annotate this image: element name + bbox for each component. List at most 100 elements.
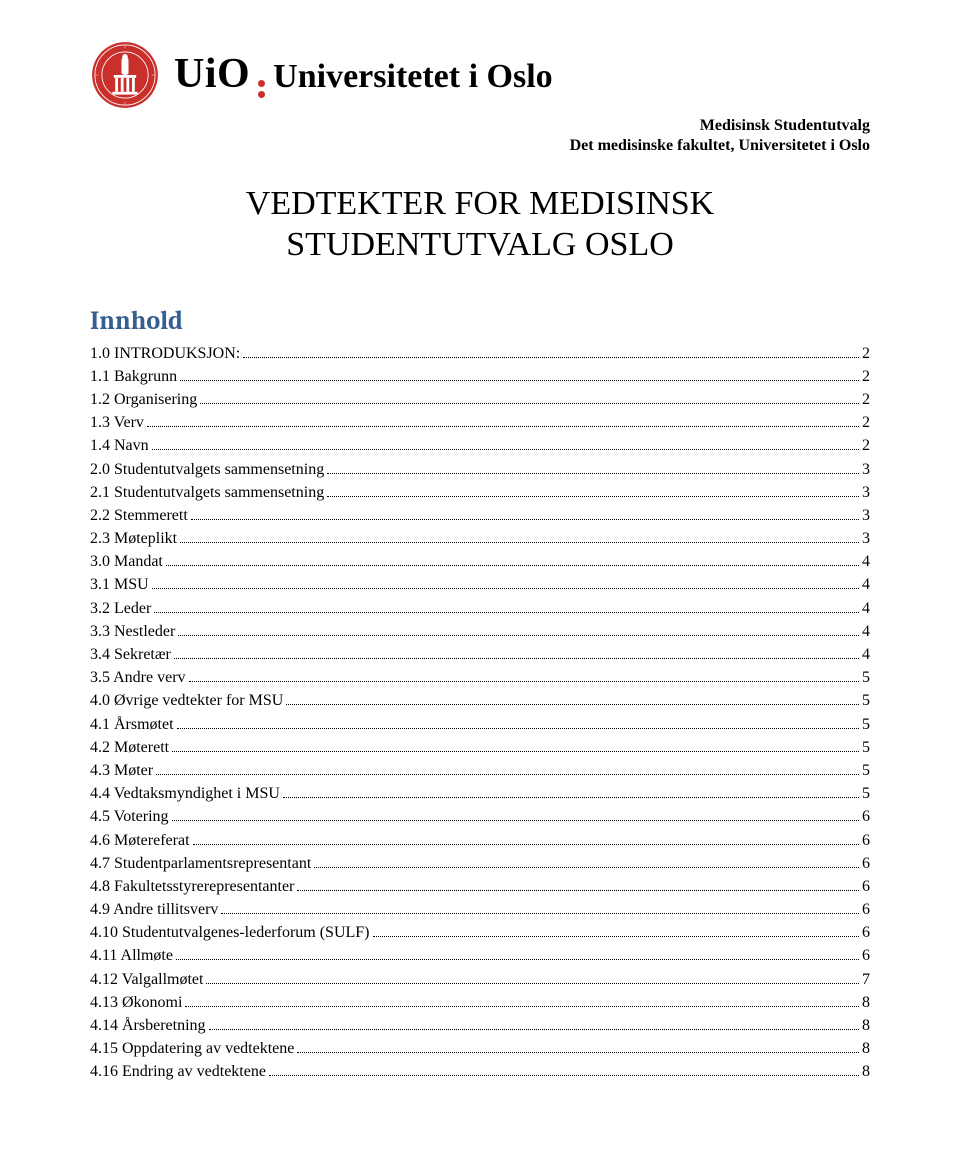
toc-row[interactable]: 2.2 Stemmerett 3 xyxy=(90,504,870,527)
toc-entry-page: 8 xyxy=(862,1060,870,1083)
toc-entry-page: 6 xyxy=(862,852,870,875)
toc-entry-page: 5 xyxy=(862,666,870,689)
toc-row[interactable]: 4.7 Studentparlamentsrepresentant 6 xyxy=(90,852,870,875)
toc-entry-label: 1.4 Navn xyxy=(90,434,149,457)
toc-entry-label: 4.11 Allmøte xyxy=(90,944,173,967)
toc-leader xyxy=(269,1061,859,1076)
toc-entry-label: 2.3 Møteplikt xyxy=(90,527,177,550)
toc-row[interactable]: 4.8 Fakultetsstyrerepresentanter 6 xyxy=(90,875,870,898)
toc-row[interactable]: 4.5 Votering 6 xyxy=(90,805,870,828)
toc-row[interactable]: 4.12 Valgallmøtet 7 xyxy=(90,968,870,991)
toc-row[interactable]: 4.1 Årsmøtet 5 xyxy=(90,713,870,736)
toc-row[interactable]: 3.2 Leder 4 xyxy=(90,597,870,620)
toc-row[interactable]: 4.11 Allmøte 6 xyxy=(90,944,870,967)
toc-leader xyxy=(177,713,859,728)
title-line-1: VEDTEKTER FOR MEDISINSK xyxy=(246,185,714,222)
toc-leader xyxy=(172,736,859,751)
toc-entry-page: 3 xyxy=(862,504,870,527)
toc-entry-page: 5 xyxy=(862,689,870,712)
toc-entry-label: 4.3 Møter xyxy=(90,759,153,782)
toc-leader xyxy=(152,574,859,589)
toc-entry-page: 8 xyxy=(862,1037,870,1060)
toc-row[interactable]: 4.6 Møtereferat 6 xyxy=(90,829,870,852)
toc-leader xyxy=(200,389,859,404)
letterhead: UiO Universitetet i Oslo xyxy=(90,40,870,110)
toc-row[interactable]: 1.2 Organisering 2 xyxy=(90,388,870,411)
toc-row[interactable]: 4.14 Årsberetning 8 xyxy=(90,1014,870,1037)
toc-entry-label: 4.9 Andre tillitsverv xyxy=(90,898,218,921)
toc-entry-label: 2.2 Stemmerett xyxy=(90,504,188,527)
toc-entry-label: 2.1 Studentutvalgets sammensetning xyxy=(90,481,324,504)
toc-entry-label: 4.8 Fakultetsstyrerepresentanter xyxy=(90,875,294,898)
toc-entry-page: 6 xyxy=(862,875,870,898)
toc-row[interactable]: 2.0 Studentutvalgets sammensetning 3 xyxy=(90,458,870,481)
toc-row[interactable]: 2.3 Møteplikt 3 xyxy=(90,527,870,550)
toc-row[interactable]: 1.4 Navn 2 xyxy=(90,434,870,457)
toc-leader xyxy=(373,922,860,937)
toc-entry-page: 4 xyxy=(862,643,870,666)
toc-entry-label: 4.16 Endring av vedtektene xyxy=(90,1060,266,1083)
wordmark-uio: UiO xyxy=(174,50,250,98)
toc-entry-label: 4.10 Studentutvalgenes-lederforum (SULF) xyxy=(90,921,370,944)
toc-row[interactable]: 3.0 Mandat 4 xyxy=(90,550,870,573)
toc-entry-label: 1.0 INTRODUKSJON: xyxy=(90,342,240,365)
toc-row[interactable]: 1.0 INTRODUKSJON: 2 xyxy=(90,342,870,365)
toc-entry-page: 4 xyxy=(862,597,870,620)
toc-entry-page: 2 xyxy=(862,388,870,411)
toc-leader xyxy=(297,1038,859,1053)
toc-entry-page: 3 xyxy=(862,458,870,481)
toc-leader xyxy=(147,412,859,427)
toc-leader xyxy=(178,620,859,635)
toc-entry-page: 6 xyxy=(862,829,870,852)
toc-leader xyxy=(180,365,859,380)
toc-entry-label: 1.2 Organisering xyxy=(90,388,197,411)
toc-row[interactable]: 4.10 Studentutvalgenes-lederforum (SULF)… xyxy=(90,921,870,944)
uio-wordmark: UiO Universitetet i Oslo xyxy=(174,50,553,100)
toc-row[interactable]: 3.1 MSU 4 xyxy=(90,573,870,596)
toc-leader xyxy=(156,760,859,775)
toc-entry-page: 4 xyxy=(862,550,870,573)
toc-row[interactable]: 4.15 Oppdatering av vedtektene 8 xyxy=(90,1037,870,1060)
toc-row[interactable]: 3.3 Nestleder 4 xyxy=(90,620,870,643)
toc-row[interactable]: 4.9 Andre tillitsverv 6 xyxy=(90,898,870,921)
toc-entry-page: 3 xyxy=(862,527,870,550)
toc-entry-label: 3.2 Leder xyxy=(90,597,151,620)
toc-entry-page: 6 xyxy=(862,898,870,921)
toc-row[interactable]: 2.1 Studentutvalgets sammensetning 3 xyxy=(90,481,870,504)
toc-row[interactable]: 3.5 Andre verv 5 xyxy=(90,666,870,689)
wordmark-rest: Universitetet i Oslo xyxy=(273,58,553,96)
toc-leader xyxy=(189,667,859,682)
toc-leader xyxy=(152,435,859,450)
toc-leader xyxy=(191,505,859,520)
toc-row[interactable]: 4.4 Vedtaksmyndighet i MSU 5 xyxy=(90,782,870,805)
toc-entry-label: 4.12 Valgallmøtet xyxy=(90,968,203,991)
toc-leader xyxy=(221,899,859,914)
toc-leader xyxy=(180,528,859,543)
toc-leader xyxy=(327,458,859,473)
toc-entry-label: 4.2 Møterett xyxy=(90,736,169,759)
toc-leader xyxy=(172,806,859,821)
toc-row[interactable]: 4.16 Endring av vedtektene 8 xyxy=(90,1060,870,1083)
toc-entry-label: 4.4 Vedtaksmyndighet i MSU xyxy=(90,782,280,805)
toc-row[interactable]: 4.0 Øvrige vedtekter for MSU 5 xyxy=(90,689,870,712)
toc-entry-page: 8 xyxy=(862,991,870,1014)
toc-row[interactable]: 4.13 Økonomi 8 xyxy=(90,991,870,1014)
toc-leader xyxy=(154,597,859,612)
document-page: UiO Universitetet i Oslo Medisinsk Stude… xyxy=(0,0,960,1124)
toc-leader xyxy=(243,342,859,357)
toc-row[interactable]: 4.2 Møterett 5 xyxy=(90,736,870,759)
toc-entry-page: 8 xyxy=(862,1014,870,1037)
toc-entry-page: 6 xyxy=(862,805,870,828)
toc-entry-label: 4.15 Oppdatering av vedtektene xyxy=(90,1037,294,1060)
toc-row[interactable]: 3.4 Sekretær 4 xyxy=(90,643,870,666)
toc-leader xyxy=(185,991,859,1006)
uio-seal-icon xyxy=(90,40,160,110)
toc-row[interactable]: 1.1 Bakgrunn 2 xyxy=(90,365,870,388)
toc-entry-label: 4.0 Øvrige vedtekter for MSU xyxy=(90,689,283,712)
toc-row[interactable]: 4.3 Møter 5 xyxy=(90,759,870,782)
toc-entry-page: 5 xyxy=(862,736,870,759)
toc-entry-label: 2.0 Studentutvalgets sammensetning xyxy=(90,458,324,481)
toc-entry-page: 2 xyxy=(862,342,870,365)
toc-row[interactable]: 1.3 Verv 2 xyxy=(90,411,870,434)
toc-leader xyxy=(174,644,859,659)
